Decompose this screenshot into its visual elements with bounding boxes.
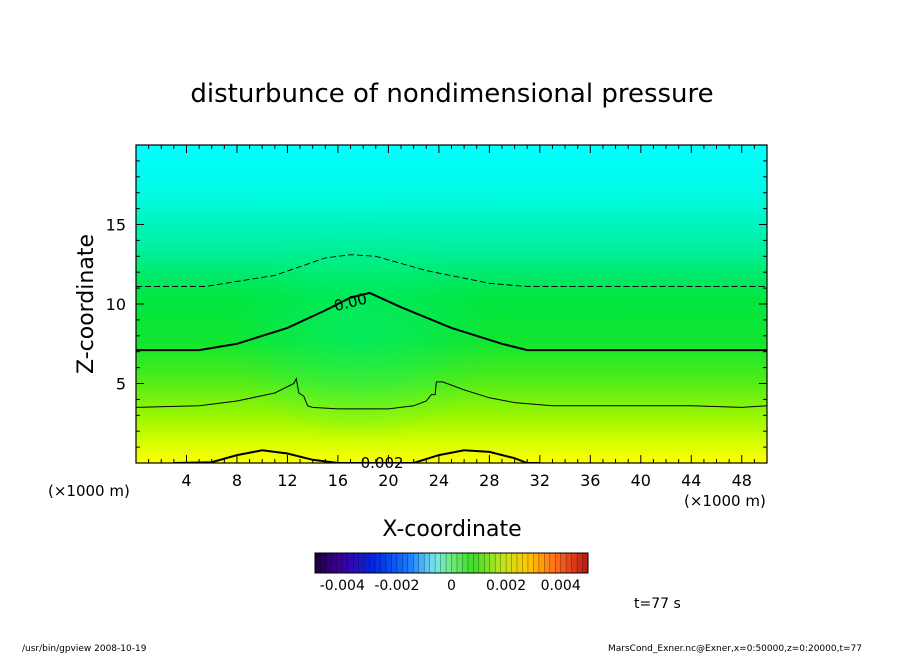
colorbar-segment: [506, 553, 512, 573]
x-tick-label: 28: [479, 471, 499, 490]
y-tick-labels: 5 10 15: [106, 216, 126, 394]
colorbar-segment: [375, 553, 381, 573]
colorbar-segment: [517, 553, 523, 573]
x-tick-label: 32: [530, 471, 550, 490]
colorbar-segment: [484, 553, 491, 573]
x-tick-label: 20: [378, 471, 398, 490]
colorbar-segment: [467, 553, 474, 573]
colorbar-segment: [331, 553, 338, 573]
colorbar-segment: [544, 553, 551, 573]
colorbar-segment: [407, 553, 414, 573]
x-tick-label: 24: [429, 471, 449, 490]
colorbar-segment: [522, 553, 529, 573]
colorbar-segment: [429, 553, 436, 573]
colorbar-segment: [320, 553, 327, 573]
colorbar-segment: [380, 553, 387, 573]
x-tick-label: 4: [181, 471, 191, 490]
colorbar-segment: [495, 553, 501, 573]
chart-title: disturbunce of nondimensional pressure: [190, 79, 713, 109]
x-tick-labels: 4 8 12 16 20 24 28 32 36 40 44 48: [181, 471, 752, 490]
colorbar-segment: [402, 553, 409, 573]
colorbar-segment: [500, 553, 507, 573]
x-tick-label: 16: [328, 471, 348, 490]
colorbar-segment: [451, 553, 458, 573]
colorbar-frame: [314, 552, 589, 574]
y-tick-label: 10: [106, 295, 126, 314]
colorbar-segment: [538, 553, 545, 573]
colorbar-segment: [358, 553, 365, 573]
colorbar-segment: [478, 553, 485, 573]
y-tick-label: 15: [106, 216, 126, 235]
contour-line: [136, 291, 767, 352]
contour-line: [136, 377, 767, 410]
pressure-bump: [230, 220, 490, 440]
colorbar-segment: [342, 553, 349, 573]
colorbar-segment: [424, 553, 430, 573]
x-unit-left: (×1000 m): [48, 482, 130, 500]
colorbar-label: 0: [447, 578, 456, 594]
footer-right: MarsCond_Exner.nc@Exner,x=0:50000,z=0:20…: [608, 644, 862, 654]
colorbar-segment: [560, 553, 567, 573]
colorbar-segment: [396, 553, 403, 573]
colorbar-segment: [582, 553, 589, 573]
colorbar-segment: [413, 553, 420, 573]
contour-line: [173, 449, 540, 463]
x-axis-title: X-coordinate: [382, 517, 521, 542]
colorbar-segment: [511, 553, 518, 573]
contours: [136, 254, 767, 463]
colorbar-segment: [577, 553, 583, 573]
colorbar-segment: [325, 553, 332, 573]
colorbar-segment: [566, 553, 572, 573]
colorbar-segment: [527, 553, 534, 573]
colorbar-segment: [418, 553, 425, 573]
colorbar-label: -0.002: [374, 578, 419, 594]
colorbar-segment: [440, 553, 447, 573]
y-axis-title: Z-coordinate: [74, 234, 99, 374]
colorbar: [314, 553, 589, 573]
colorbar-label: 0.004: [541, 578, 581, 594]
time-label: t=77 s: [634, 596, 681, 612]
x-unit-right: (×1000 m): [684, 492, 766, 510]
colorbar-segment: [391, 553, 398, 573]
x-tick-label: 36: [580, 471, 600, 490]
y-tick-label: 5: [116, 375, 126, 394]
colorbar-segment: [489, 553, 496, 573]
contour-label: 0.002: [361, 454, 404, 472]
colorbar-segment: [369, 553, 376, 573]
x-tick-label: 40: [631, 471, 651, 490]
x-tick-label: 48: [732, 471, 752, 490]
x-tick-label: 44: [681, 471, 701, 490]
colorbar-segment: [555, 553, 561, 573]
x-tick-label: 12: [277, 471, 297, 490]
x-tick-label: 8: [232, 471, 242, 490]
colorbar-segment: [336, 553, 343, 573]
contour-line: [136, 254, 767, 287]
colorbar-segment: [456, 553, 463, 573]
colorbar-label: -0.004: [320, 578, 365, 594]
colorbar-segment: [473, 553, 480, 573]
colorbar-label: 0.002: [486, 578, 526, 594]
plot-area: [136, 145, 767, 463]
colorbar-segment: [435, 553, 441, 573]
colorbar-labels: -0.004 -0.002 0 0.002 0.004: [320, 578, 581, 594]
contour-labels: 0.000.002: [332, 290, 404, 472]
colorbar-segment: [347, 553, 354, 573]
colorbar-segment: [462, 553, 469, 573]
colorbar-segment: [533, 553, 540, 573]
colorbar-segment: [315, 553, 321, 573]
colorbar-segment: [385, 553, 392, 573]
colorbar-segment: [549, 553, 556, 573]
footer-left: /usr/bin/gpview 2008-10-19: [22, 644, 147, 654]
colorbar-segment: [353, 553, 359, 573]
colorbar-segment: [446, 553, 452, 573]
colorbar-segment: [571, 553, 578, 573]
axis-ticks: [136, 145, 767, 463]
colorbar-segment: [364, 553, 370, 573]
